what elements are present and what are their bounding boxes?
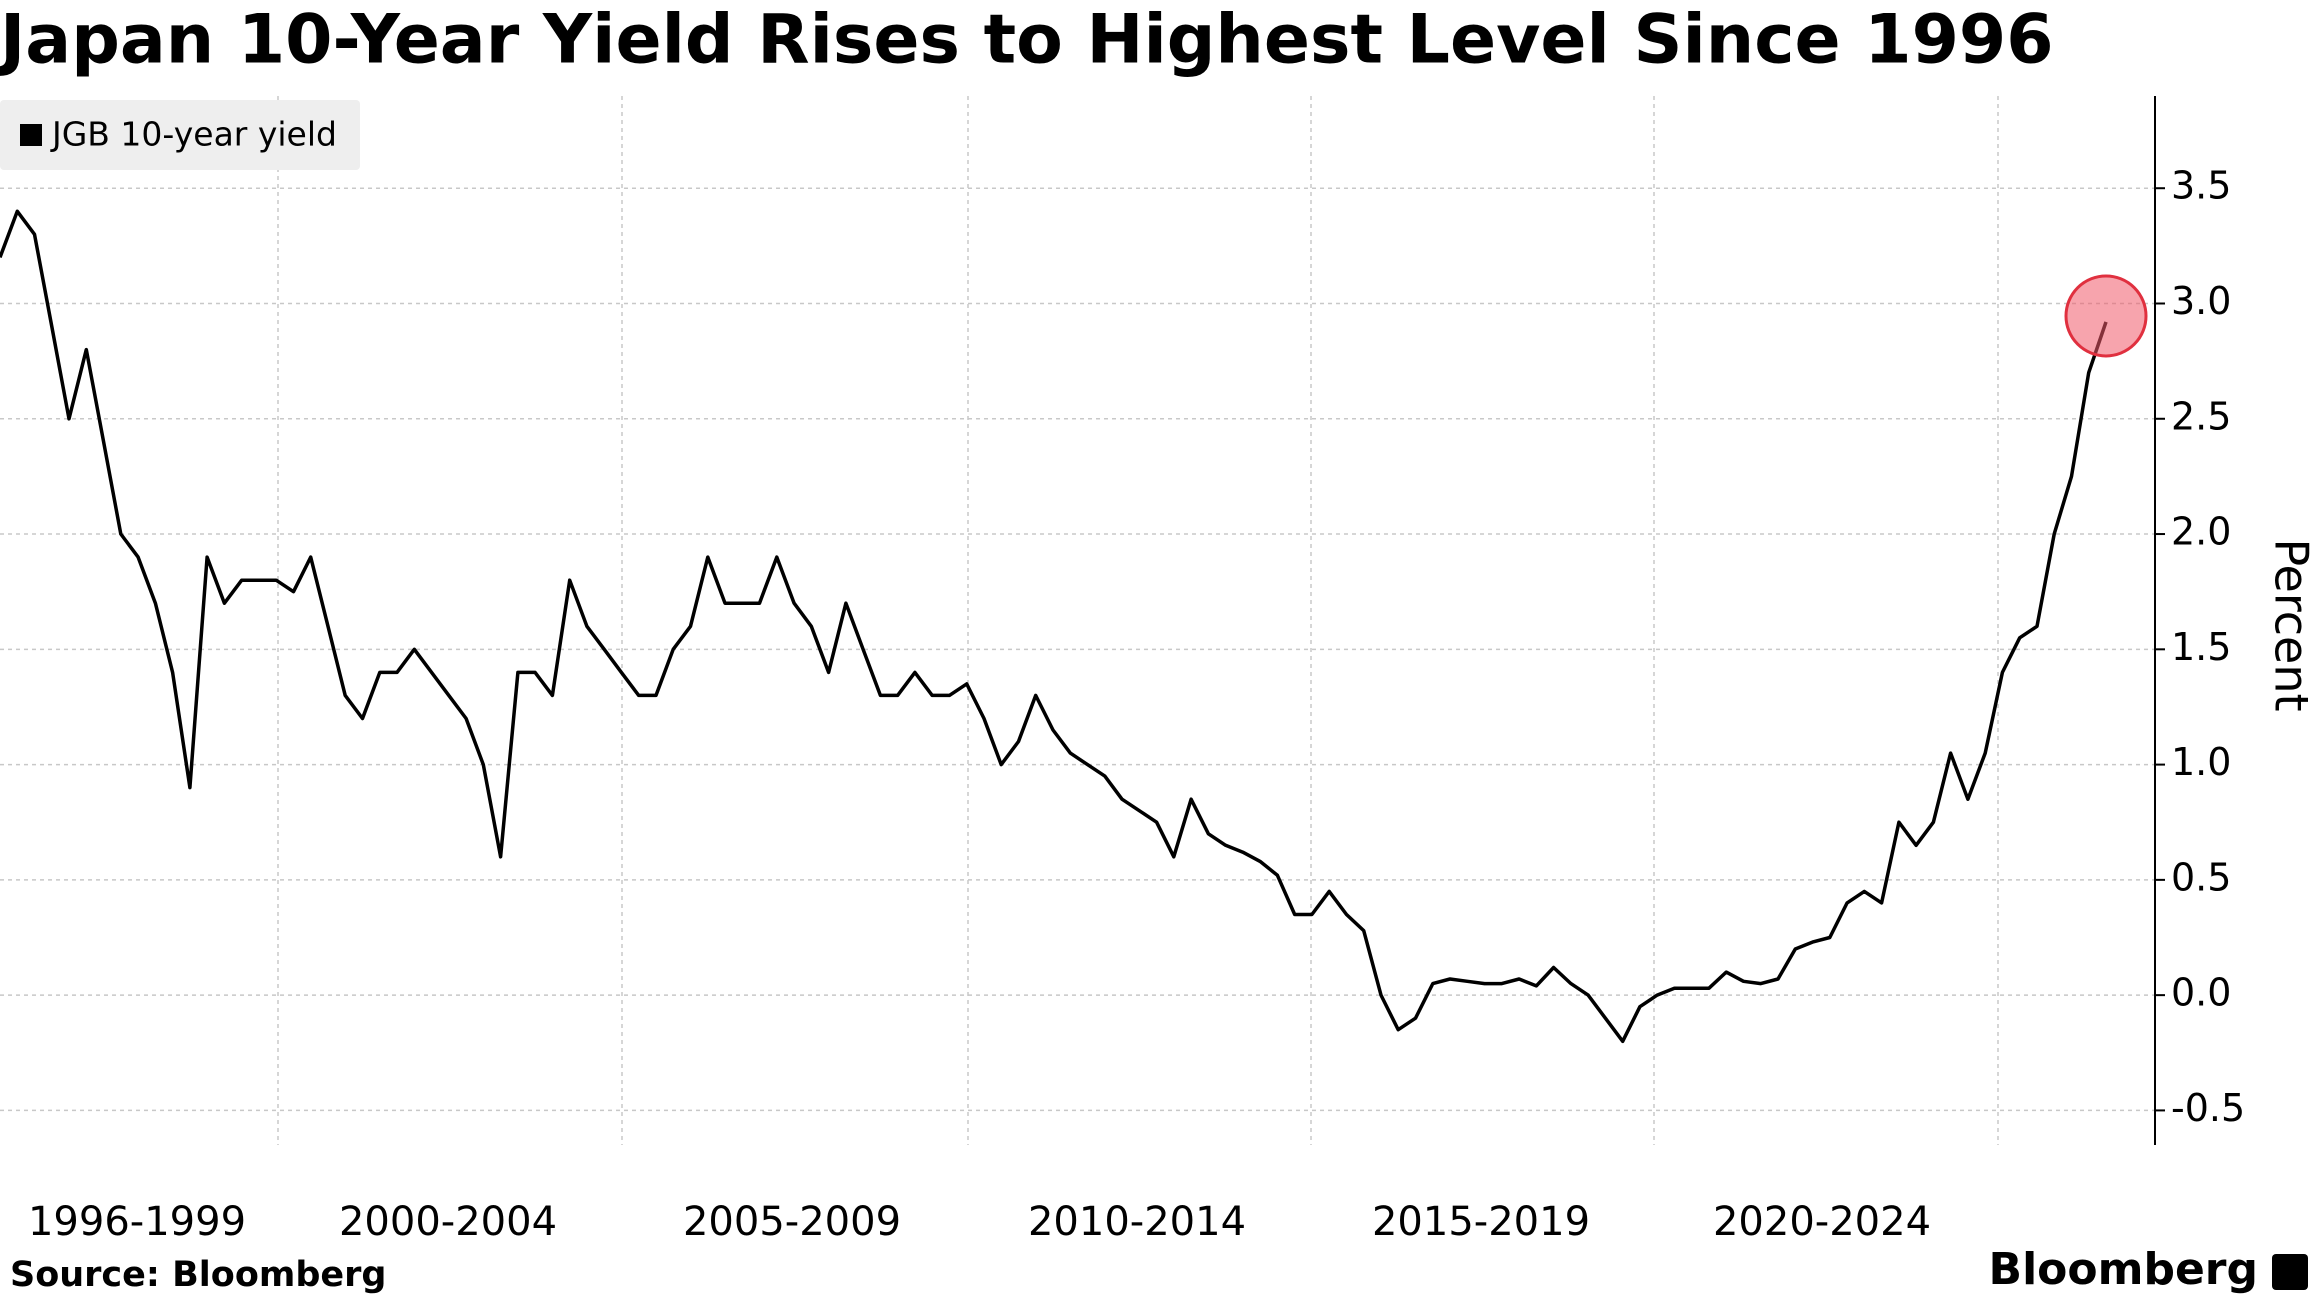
y-tick-label: 3.0 (2171, 279, 2231, 323)
brand-icon (2272, 1254, 2308, 1290)
y-tick-label: 2.0 (2171, 510, 2231, 554)
y-tick-label: 0.0 (2171, 971, 2231, 1015)
y-tick-label: 2.5 (2171, 394, 2231, 438)
y-tick-label: 0.5 (2171, 855, 2231, 899)
line-series (0, 209, 2108, 1044)
brand: Bloomberg (1989, 1244, 2258, 1295)
x-tick-label: 1996-1999 (28, 1199, 246, 1245)
y-tick-label: 1.0 (2171, 740, 2231, 784)
y-axis-label: Percent (2265, 538, 2318, 711)
y-tick-label: -0.5 (2171, 1086, 2245, 1130)
y-tick-label: 1.5 (2171, 625, 2231, 669)
x-tick-label: 2000-2004 (339, 1199, 557, 1245)
source: Source: Bloomberg (10, 1255, 386, 1295)
y-tick-label: 3.5 (2171, 164, 2231, 208)
legend-swatch (20, 124, 42, 146)
chart-title: Japan 10-Year Yield Rises to Highest Lev… (0, 1, 2054, 80)
x-tick-label: 2020-2024 (1713, 1199, 1931, 1245)
x-tick-label: 2015-2019 (1372, 1199, 1590, 1245)
legend-box (0, 100, 360, 170)
x-tick-label: 2005-2009 (683, 1199, 901, 1245)
legend-label: JGB 10-year yield (50, 115, 337, 154)
latest-highlight (2064, 274, 2148, 358)
x-tick-label: 2010-2014 (1028, 1199, 1246, 1245)
